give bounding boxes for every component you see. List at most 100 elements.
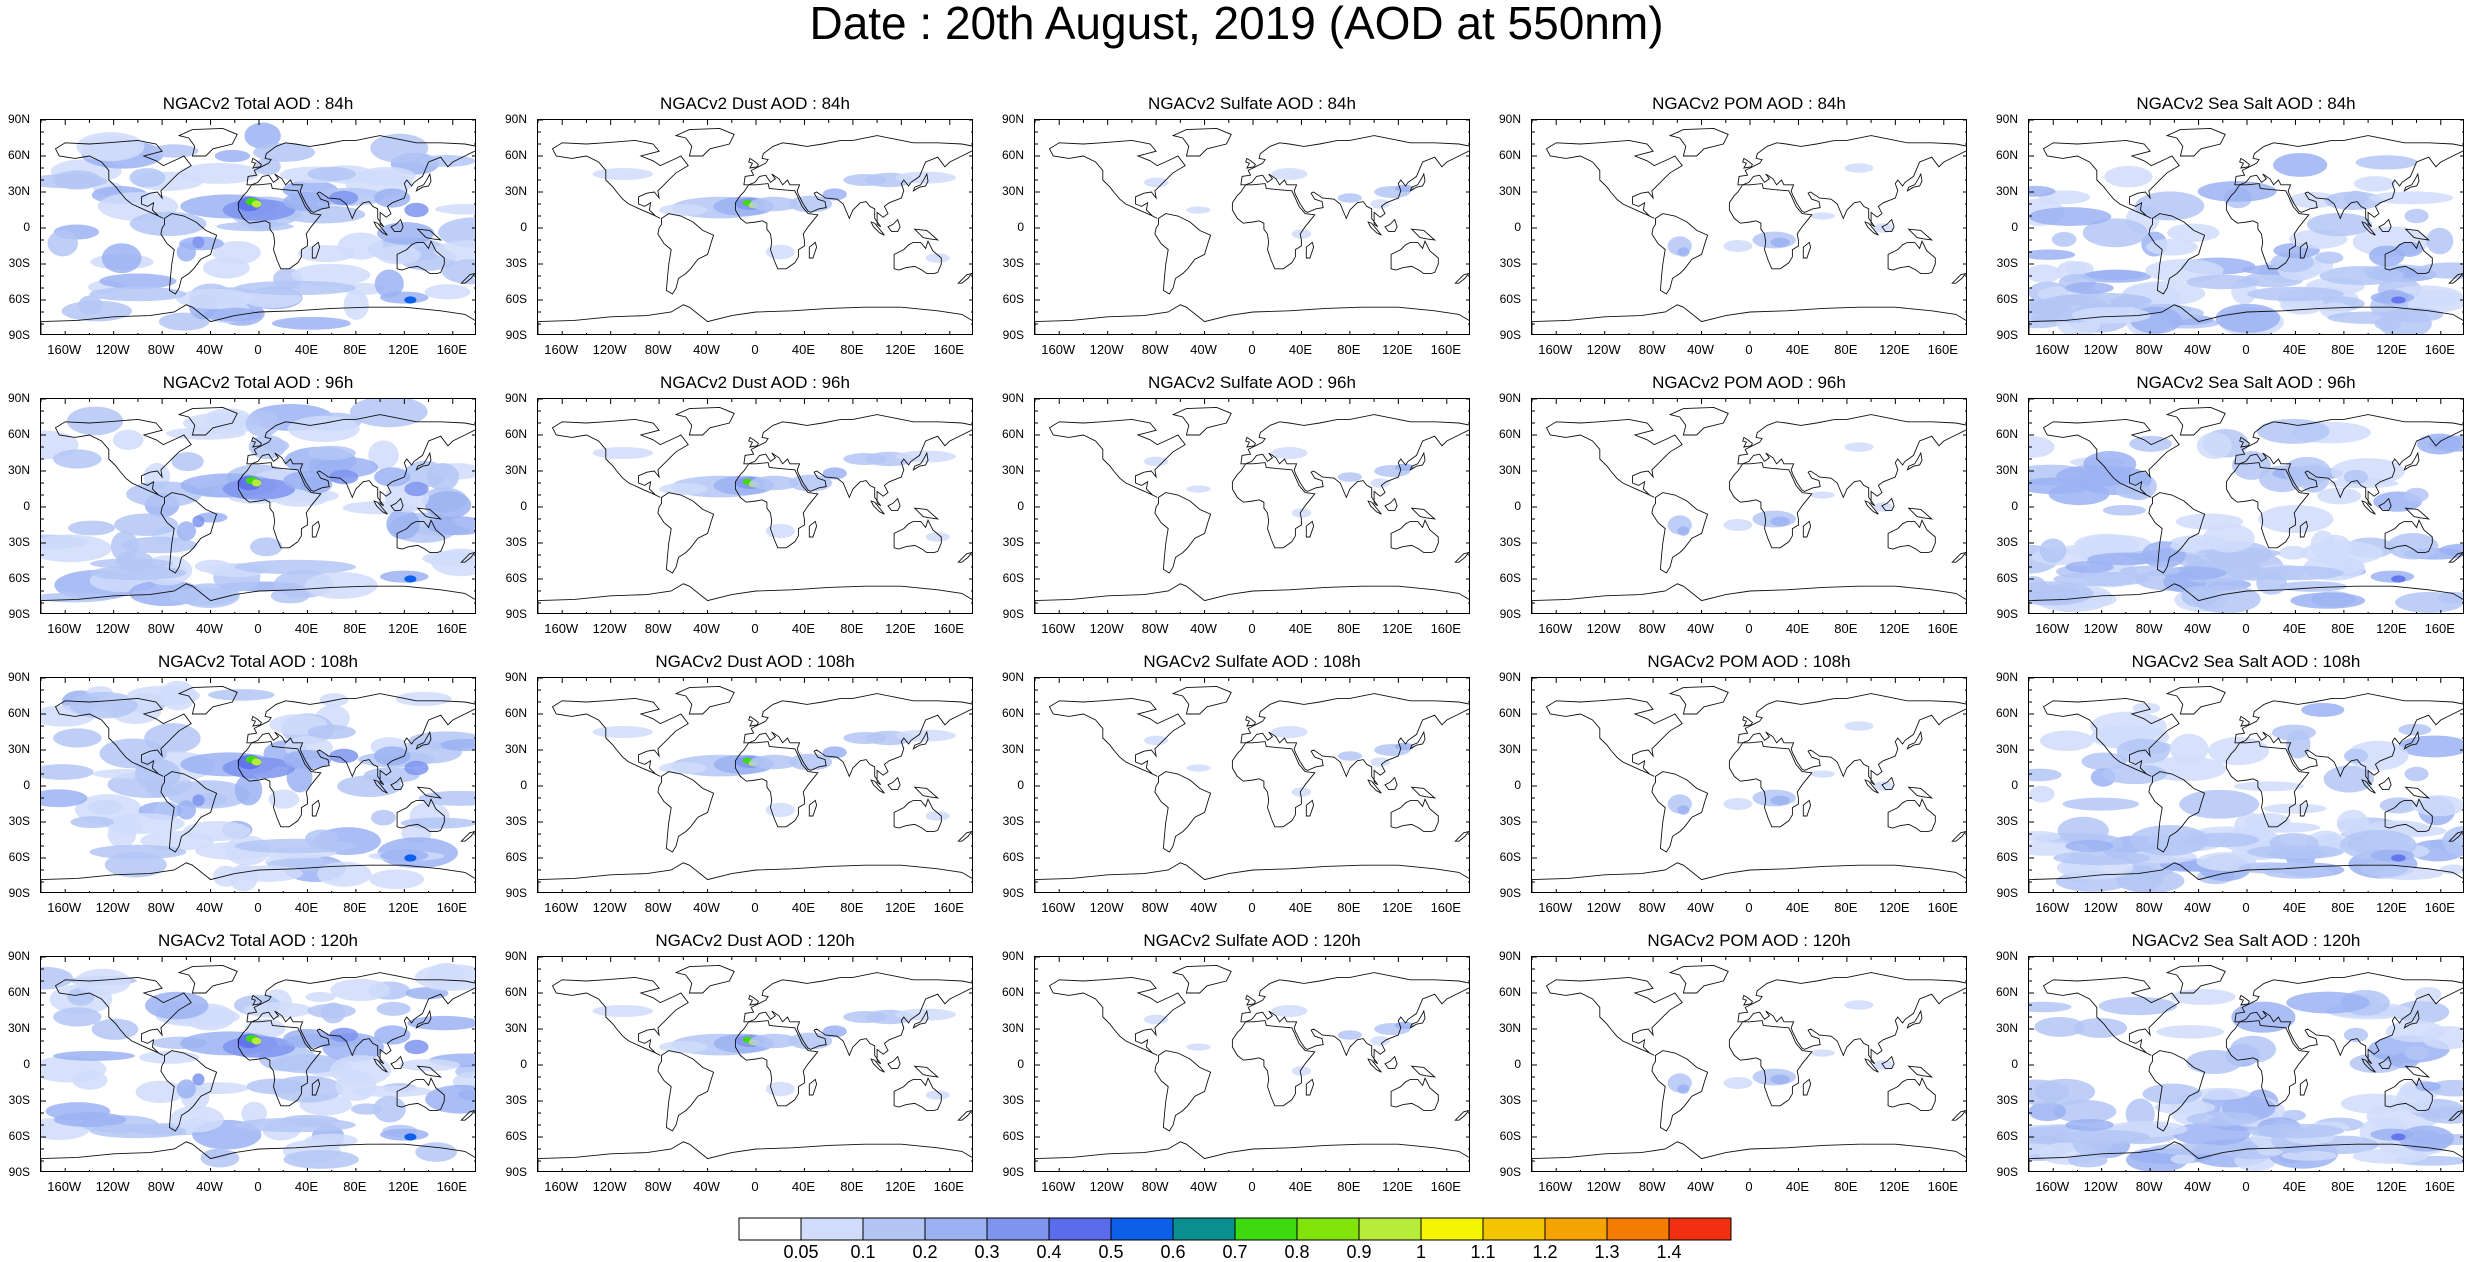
aod-blob — [2175, 513, 2244, 530]
lon-label: 0 — [2242, 900, 2250, 915]
lat-label: 0 — [23, 220, 30, 234]
lon-label: 0 — [254, 1179, 262, 1194]
aod-field — [1667, 163, 1893, 257]
lon-label: 40W — [1687, 621, 1714, 636]
lon-label: 120E — [1879, 342, 1910, 357]
world-map — [1034, 119, 1470, 335]
lon-label: 120W — [1586, 900, 1621, 915]
coastlines — [2029, 127, 2463, 334]
aod-blob — [53, 728, 102, 748]
coastline-madagascar — [1305, 520, 1315, 538]
coastline-antarctica — [1532, 583, 1966, 613]
aod-blob — [358, 166, 416, 186]
aod-blob — [424, 284, 471, 300]
aod-blob — [53, 449, 102, 469]
aod-blob — [2281, 1150, 2337, 1161]
lon-label: 80E — [1337, 1179, 1361, 1194]
coastline-sumatra — [373, 221, 388, 236]
lat-label: 60N — [1995, 427, 2018, 441]
aod-blob — [2336, 809, 2369, 837]
aod-blob — [2355, 155, 2418, 170]
aod-blob — [380, 570, 429, 583]
aod-blob — [72, 1070, 108, 1090]
lat-label: 0 — [2011, 220, 2018, 234]
world-map — [2028, 956, 2464, 1172]
lat-label: 90S — [8, 886, 30, 900]
lat-label: 0 — [1514, 1057, 1521, 1071]
aod-blob — [169, 1105, 224, 1133]
aod-blob — [78, 295, 103, 315]
aod-blob — [287, 415, 360, 442]
lat-label: 30S — [1996, 535, 2018, 549]
aod-blob — [121, 536, 197, 554]
lon-label: 120W — [95, 621, 130, 636]
panel-title: NGACv2 Sea Salt AOD : 120h — [2131, 931, 2361, 950]
aod-field — [41, 122, 475, 331]
lon-label: 80W — [1141, 1179, 1169, 1194]
lat-label: 0 — [23, 1057, 30, 1071]
aod-blob — [2398, 735, 2463, 758]
coastline-borneo — [1881, 1055, 1895, 1070]
lon-label: 80W — [644, 900, 672, 915]
lat-label: 60S — [1002, 1129, 1024, 1143]
aod-blob — [2186, 553, 2260, 569]
lat-label: 60S — [8, 1129, 30, 1143]
aod-blob — [1677, 805, 1690, 815]
colorbar-swatch — [1234, 1217, 1298, 1241]
aod-blob — [214, 149, 251, 163]
coastlines — [1035, 127, 1469, 334]
coastline-nz — [1454, 552, 1469, 563]
aod-blob — [404, 575, 417, 583]
aod-blob — [2029, 264, 2062, 283]
coastline-madagascar — [1802, 1078, 1812, 1096]
coastline-madagascar — [311, 241, 321, 259]
coastline-africa — [734, 1020, 819, 1107]
aod-blob — [2393, 1000, 2450, 1024]
coastline-greenland — [177, 685, 238, 715]
colorbar-swatch — [1048, 1217, 1112, 1241]
map-panel-dust-108h: NGACv2 Dust AOD : 108h 90N 60N 30N 0 30S 60S 90… — [497, 653, 997, 923]
aod-blob — [749, 754, 799, 770]
lon-label: 120W — [1089, 621, 1124, 636]
lat-label: 90N — [504, 112, 527, 126]
lat-label: 90N — [7, 391, 30, 405]
aod-blob — [374, 269, 404, 298]
page-title: Date : 20th August, 2019 (AOD at 550nm) — [809, 0, 1664, 49]
coastlines — [2029, 964, 2463, 1171]
lon-label: 40W — [2184, 1179, 2211, 1194]
coastline-greenland — [1171, 964, 1232, 994]
lon-label: 0 — [751, 621, 759, 636]
lon-label: 160E — [436, 621, 467, 636]
aod-blob — [422, 551, 475, 567]
colorbar-label: 0.5 — [1098, 1242, 1124, 1262]
world-map — [2028, 677, 2464, 893]
lon-label: 0 — [2242, 621, 2250, 636]
lon-label: 120W — [592, 621, 627, 636]
coastline-newguinea — [416, 228, 443, 241]
aod-blob — [330, 978, 391, 1002]
lat-label: 90S — [1996, 607, 2018, 621]
panel-title: NGACv2 POM AOD : 96h — [1652, 373, 1846, 392]
map-panel-total-120h: NGACv2 Total AOD : 120h 90N 60N 30N 0 30S 60S 9… — [0, 932, 500, 1202]
aod-blob — [1337, 1030, 1362, 1040]
coastline-borneo — [1384, 497, 1398, 512]
lon-label: 120W — [95, 342, 130, 357]
coastline-antarctica — [538, 862, 972, 892]
lon-label: 40E — [791, 1179, 815, 1194]
lon-label: 80W — [147, 342, 175, 357]
aod-blob — [2086, 269, 2146, 281]
coastline-borneo — [887, 776, 901, 791]
lat-label: 90N — [1001, 670, 1024, 684]
aod-blob — [2029, 830, 2061, 842]
aod-blob — [2385, 1020, 2445, 1043]
coastline-sumatra — [1367, 221, 1382, 236]
coastline-nz — [2448, 552, 2463, 563]
coastline-samerica — [1651, 771, 1709, 853]
lon-label: 120E — [1382, 621, 1413, 636]
aod-blob — [2391, 854, 2406, 862]
coastline-uk — [748, 157, 759, 169]
coastline-newguinea — [1410, 786, 1437, 799]
aod-blob — [592, 1005, 654, 1017]
coastline-nz — [1951, 552, 1966, 563]
lon-label: 40E — [791, 342, 815, 357]
